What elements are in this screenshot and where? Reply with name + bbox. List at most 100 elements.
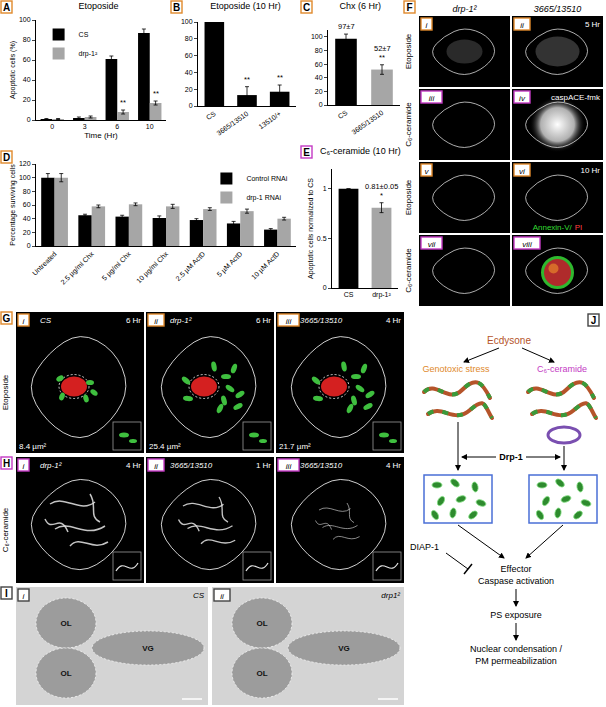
svg-text:C₆-ceramide: C₆-ceramide <box>404 102 413 147</box>
svg-text:20: 20 <box>185 86 193 93</box>
svg-text:8.4 µm²: 8.4 µm² <box>19 442 47 451</box>
svg-text:40: 40 <box>185 69 193 76</box>
svg-text:3665/13510: 3665/13510 <box>170 461 213 470</box>
svg-text:ii: ii <box>154 462 158 471</box>
svg-text:CS: CS <box>344 291 354 298</box>
svg-text:drp-1²: drp-1² <box>79 50 98 58</box>
svg-text:0: 0 <box>189 102 193 109</box>
svg-text:Nuclear condensation /: Nuclear condensation / <box>470 644 563 654</box>
svg-text:5 µg/ml Chx: 5 µg/ml Chx <box>101 250 134 283</box>
svg-text:80: 80 <box>23 188 31 195</box>
svg-text:0: 0 <box>27 242 31 249</box>
svg-text:3665/13510: 3665/13510 <box>300 461 343 470</box>
svg-text:80: 80 <box>315 47 323 54</box>
svg-text:i: i <box>23 592 25 601</box>
svg-text:CS: CS <box>40 316 52 325</box>
svg-text:CS: CS <box>205 110 217 122</box>
svg-text:20: 20 <box>23 96 31 103</box>
svg-text:120: 120 <box>19 160 31 167</box>
svg-text:0: 0 <box>50 123 54 130</box>
svg-text:Control RNAi: Control RNAi <box>246 175 287 182</box>
svg-text:3665/13510: 3665/13510 <box>215 110 249 137</box>
svg-text:Drp-1: Drp-1 <box>499 452 523 462</box>
svg-text:drp-1²: drp-1² <box>452 4 477 14</box>
svg-text:D: D <box>3 152 10 163</box>
svg-text:iii: iii <box>286 462 292 471</box>
svg-text:**: ** <box>153 89 159 98</box>
svg-text:*: * <box>380 191 383 200</box>
svg-text:6 Hr: 6 Hr <box>126 316 141 325</box>
svg-text:i: i <box>23 317 25 326</box>
svg-text:Etoposide: Etoposide <box>404 33 413 69</box>
svg-text:OL: OL <box>60 619 71 628</box>
svg-text:OL: OL <box>60 669 71 678</box>
svg-text:2.5 µg/ml Chx: 2.5 µg/ml Chx <box>59 250 96 287</box>
svg-text:**: ** <box>277 73 283 82</box>
svg-text:60: 60 <box>23 56 31 63</box>
svg-text:Genotoxic stress: Genotoxic stress <box>422 364 490 374</box>
svg-text:5 Hr: 5 Hr <box>585 20 600 29</box>
svg-text:**: ** <box>244 75 250 84</box>
svg-text:viii: viii <box>522 240 532 249</box>
svg-text:60: 60 <box>23 201 31 208</box>
svg-text:60: 60 <box>315 61 323 68</box>
svg-text:6 Hr: 6 Hr <box>256 316 271 325</box>
svg-text:20: 20 <box>23 229 31 236</box>
svg-text:PM permeabilization: PM permeabilization <box>475 656 557 666</box>
svg-text:A: A <box>3 2 10 13</box>
svg-text:6: 6 <box>115 123 119 130</box>
svg-text:21.7 µm²: 21.7 µm² <box>279 442 311 451</box>
svg-text:C₆-ceramide: C₆-ceramide <box>1 507 10 552</box>
svg-text:B: B <box>173 2 180 13</box>
svg-text:10: 10 <box>146 123 154 130</box>
svg-text:100: 100 <box>311 33 323 40</box>
svg-text:Etoposide: Etoposide <box>79 1 119 11</box>
svg-text:drp1²: drp1² <box>381 591 400 600</box>
svg-text:v: v <box>425 167 430 176</box>
svg-text:20: 20 <box>315 88 323 95</box>
svg-text:DIAP-1: DIAP-1 <box>410 542 439 552</box>
svg-text:**: ** <box>379 53 385 62</box>
svg-text:**: ** <box>120 98 126 107</box>
svg-text:Etoposide: Etoposide <box>404 179 413 215</box>
svg-text:0: 0 <box>323 284 327 291</box>
svg-text:4 Hr: 4 Hr <box>386 461 401 470</box>
svg-text:Effector: Effector <box>501 564 532 574</box>
svg-text:vii: vii <box>428 240 436 249</box>
svg-text:0: 0 <box>319 101 323 108</box>
svg-text:iv: iv <box>519 94 526 103</box>
svg-text:Untreated: Untreated <box>31 250 58 277</box>
svg-text:2.5 µM ActD: 2.5 µM ActD <box>174 250 207 283</box>
svg-text:25.4 µm²: 25.4 µm² <box>149 442 181 451</box>
svg-text:Chx (6 Hr): Chx (6 Hr) <box>340 1 382 11</box>
svg-text:iii: iii <box>429 94 435 103</box>
svg-text:60: 60 <box>185 52 193 59</box>
svg-text:C₆-ceramide: C₆-ceramide <box>537 364 587 374</box>
svg-text:10 Hr: 10 Hr <box>580 166 600 175</box>
svg-text:Annexin-V/PI: Annexin-V/PI <box>533 223 583 232</box>
svg-text:3: 3 <box>83 123 87 130</box>
svg-text:VG: VG <box>338 644 350 653</box>
svg-text:OL: OL <box>256 619 267 628</box>
svg-text:52±7: 52±7 <box>374 44 391 53</box>
svg-text:3665/13510: 3665/13510 <box>534 4 582 14</box>
svg-text:40: 40 <box>315 74 323 81</box>
svg-text:10 µg/ml Chx: 10 µg/ml Chx <box>135 250 170 285</box>
svg-text:PS exposure: PS exposure <box>490 610 542 620</box>
svg-text:Ecdysone: Ecdysone <box>487 335 531 346</box>
svg-text:VG: VG <box>142 644 154 653</box>
svg-text:G: G <box>3 313 11 324</box>
svg-text:drp-1²: drp-1² <box>40 461 62 470</box>
svg-text:OL: OL <box>256 669 267 678</box>
svg-text:Apoptotic cells normalized to: Apoptotic cells normalized to CS <box>307 178 315 279</box>
svg-text:CS: CS <box>79 31 89 38</box>
svg-text:caspACE-fmk: caspACE-fmk <box>551 93 601 102</box>
svg-text:Etoposide: Etoposide <box>1 374 10 410</box>
svg-text:5 µM ActD: 5 µM ActD <box>216 250 245 279</box>
svg-text:i: i <box>23 462 25 471</box>
svg-text:J: J <box>591 315 597 326</box>
svg-text:CS: CS <box>337 109 349 121</box>
svg-text:ii: ii <box>154 317 158 326</box>
svg-text:40: 40 <box>23 215 31 222</box>
svg-text:Time (Hr): Time (Hr) <box>84 131 118 140</box>
